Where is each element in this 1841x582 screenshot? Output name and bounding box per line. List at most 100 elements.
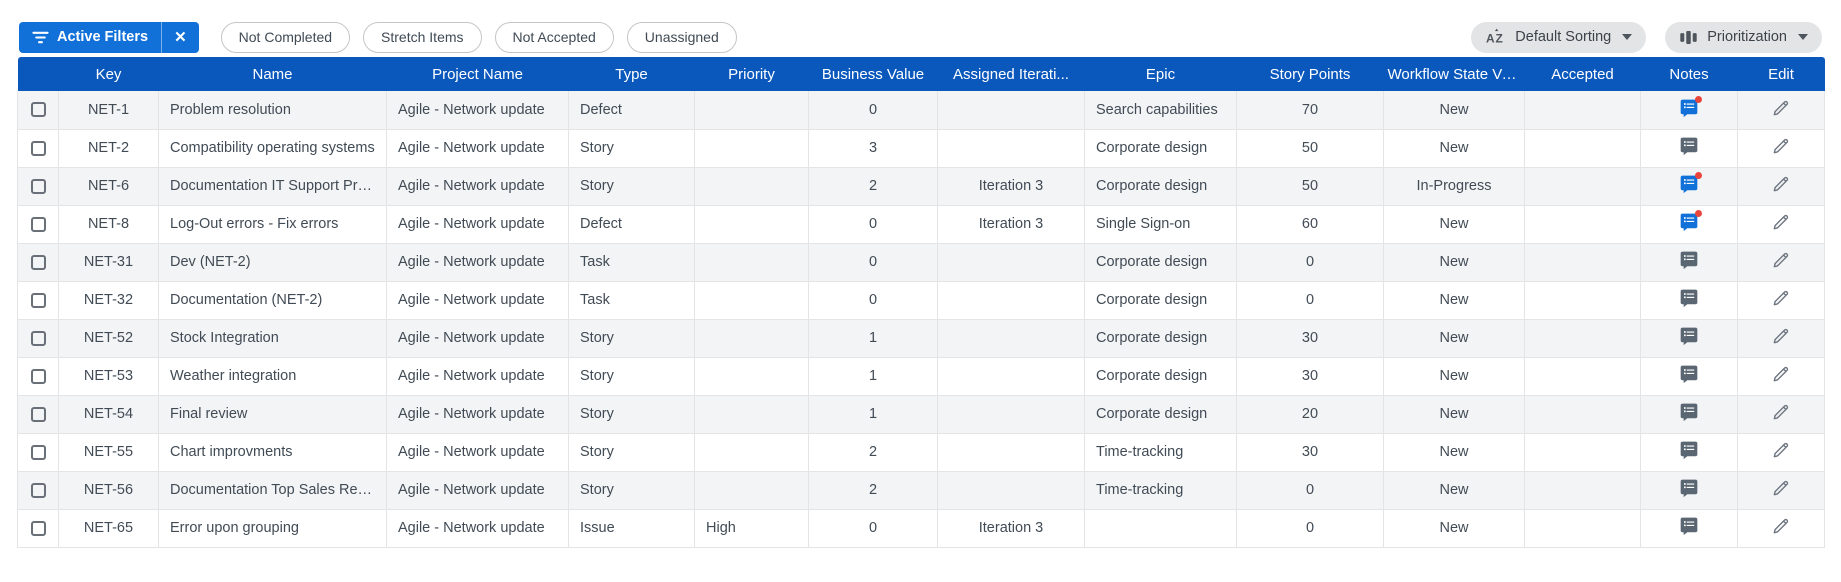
column-header-business-value[interactable]: Business Value <box>808 57 938 91</box>
column-header-workflow-state-vote[interactable]: Workflow State Vote <box>1383 57 1525 91</box>
workflow-state-cell: New <box>1383 129 1525 168</box>
select-cell <box>17 509 59 548</box>
table-row: NET-56 Documentation Top Sales Repre... … <box>17 471 1825 510</box>
select-cell <box>17 357 59 396</box>
select-cell <box>17 433 59 472</box>
table-row: NET-6 Documentation IT Support Proc... A… <box>17 167 1825 206</box>
column-header-project-name[interactable]: Project Name <box>386 57 569 91</box>
edit-button[interactable] <box>1771 136 1791 156</box>
epic-cell: Time-tracking <box>1084 433 1237 472</box>
epic-cell: Corporate design <box>1084 357 1237 396</box>
column-header-story-points[interactable]: Story Points <box>1236 57 1384 91</box>
filter-chip-not-completed[interactable]: Not Completed <box>220 21 351 53</box>
edit-button[interactable] <box>1771 364 1791 384</box>
project-name-cell: Agile - Network update <box>386 205 569 244</box>
project-name-cell: Agile - Network update <box>386 281 569 320</box>
epic-cell: Search capabilities <box>1084 91 1237 130</box>
epic-cell: Corporate design <box>1084 319 1237 358</box>
svg-text:Z: Z <box>1496 32 1503 46</box>
row-checkbox[interactable] <box>30 102 46 118</box>
workflow-state-cell: New <box>1383 395 1525 434</box>
edit-button[interactable] <box>1771 98 1791 118</box>
notes-button[interactable] <box>1679 440 1699 460</box>
row-checkbox[interactable] <box>30 216 46 232</box>
edit-button[interactable] <box>1771 516 1791 536</box>
column-header-key[interactable]: Key <box>58 57 159 91</box>
column-header-epic[interactable]: Epic <box>1084 57 1237 91</box>
filter-chip-stretch-items[interactable]: Stretch Items <box>363 21 482 53</box>
workflow-state-cell: New <box>1383 205 1525 244</box>
column-header-assigned-iteration[interactable]: Assigned Iterati... <box>937 57 1085 91</box>
notes-button[interactable] <box>1679 136 1699 156</box>
notes-button[interactable] <box>1679 364 1699 384</box>
row-checkbox[interactable] <box>30 406 46 422</box>
column-header-accepted[interactable]: Accepted <box>1524 57 1641 91</box>
edit-button[interactable] <box>1771 326 1791 346</box>
edit-cell <box>1737 205 1825 244</box>
edit-button[interactable] <box>1771 212 1791 232</box>
notes-button[interactable] <box>1679 288 1699 308</box>
key-cell: NET-65 <box>58 509 159 548</box>
table-row: NET-65 Error upon grouping Agile - Netwo… <box>17 509 1825 548</box>
notes-button[interactable] <box>1679 210 1702 232</box>
key-cell: NET-31 <box>58 243 159 282</box>
business-value-cell: 1 <box>808 357 938 396</box>
view-mode-dropdown[interactable]: Prioritization <box>1665 21 1822 53</box>
name-cell: Documentation IT Support Proc... <box>158 167 387 206</box>
notes-button[interactable] <box>1679 250 1699 270</box>
edit-button[interactable] <box>1771 440 1791 460</box>
workflow-state-cell: New <box>1383 319 1525 358</box>
workflow-state-cell: New <box>1383 281 1525 320</box>
sorting-dropdown[interactable]: A Z Default Sorting <box>1471 21 1647 53</box>
notes-button[interactable] <box>1679 172 1702 194</box>
chat-bubble-icon <box>1680 213 1698 232</box>
edit-button[interactable] <box>1771 174 1791 194</box>
pencil-icon <box>1773 290 1789 306</box>
row-checkbox[interactable] <box>30 254 46 270</box>
workflow-state-cell: New <box>1383 243 1525 282</box>
priority-cell: High <box>694 509 809 548</box>
filter-chip-not-accepted[interactable]: Not Accepted <box>494 21 614 53</box>
filter-chip-unassigned[interactable]: Unassigned <box>626 21 737 53</box>
select-cell <box>17 205 59 244</box>
notes-button[interactable] <box>1679 478 1699 498</box>
edit-button[interactable] <box>1771 478 1791 498</box>
accepted-cell <box>1524 395 1641 434</box>
notes-button[interactable] <box>1679 516 1699 536</box>
column-header-type[interactable]: Type <box>568 57 695 91</box>
column-header-select[interactable] <box>17 57 59 91</box>
column-header-priority[interactable]: Priority <box>694 57 809 91</box>
chip-label: Not Completed <box>238 29 333 45</box>
row-checkbox[interactable] <box>30 330 46 346</box>
column-header-edit[interactable]: Edit <box>1737 57 1825 91</box>
edit-button[interactable] <box>1771 250 1791 270</box>
edit-cell <box>1737 129 1825 168</box>
row-checkbox[interactable] <box>30 444 46 460</box>
table-body: NET-1 Problem resolution Agile - Network… <box>17 91 1825 548</box>
notes-button[interactable] <box>1679 402 1699 422</box>
column-header-notes[interactable]: Notes <box>1640 57 1738 91</box>
row-checkbox[interactable] <box>30 178 46 194</box>
key-cell: NET-8 <box>58 205 159 244</box>
epic-cell: Time-tracking <box>1084 471 1237 510</box>
active-filters-button[interactable]: Active Filters ✕ <box>19 21 199 53</box>
notes-cell <box>1640 357 1738 396</box>
row-checkbox[interactable] <box>30 482 46 498</box>
name-cell: Log-Out errors - Fix errors <box>158 205 387 244</box>
row-checkbox[interactable] <box>30 292 46 308</box>
column-header-name[interactable]: Name <box>158 57 387 91</box>
notes-button[interactable] <box>1679 95 1702 118</box>
business-value-cell: 3 <box>808 129 938 168</box>
business-value-cell: 0 <box>808 205 938 244</box>
row-checkbox[interactable] <box>30 140 46 156</box>
notes-button[interactable] <box>1679 326 1699 346</box>
story-points-cell: 0 <box>1236 509 1384 548</box>
accepted-cell <box>1524 129 1641 168</box>
edit-button[interactable] <box>1771 288 1791 308</box>
row-checkbox[interactable] <box>30 368 46 384</box>
edit-button[interactable] <box>1771 402 1791 422</box>
assigned-iteration-cell <box>937 91 1085 130</box>
clear-filters-button[interactable]: ✕ <box>174 29 187 46</box>
key-cell: NET-6 <box>58 167 159 206</box>
row-checkbox[interactable] <box>30 520 46 536</box>
